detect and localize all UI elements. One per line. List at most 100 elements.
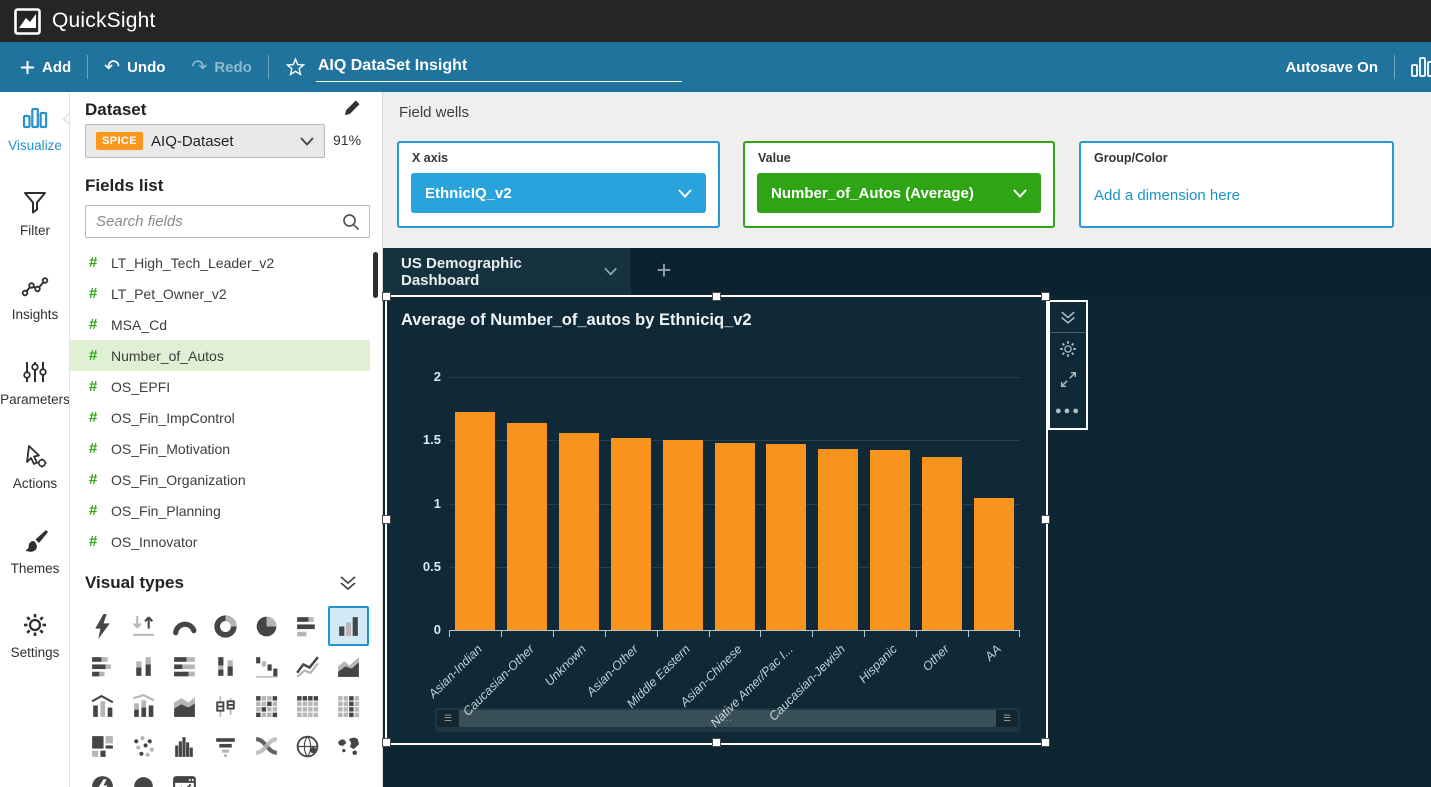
bar-Asian-Indian[interactable] <box>454 412 495 630</box>
selection-resize-handle[interactable] <box>382 738 391 747</box>
bar-Hispanic[interactable] <box>870 450 911 630</box>
visual-type-points-on-map-icon[interactable] <box>287 726 328 766</box>
visual-type-pie-icon[interactable] <box>246 606 287 646</box>
collapse-visual-button[interactable] <box>1050 302 1086 333</box>
visual-type-sankey-icon[interactable] <box>246 726 287 766</box>
visual-type-combo-bar-line-icon[interactable] <box>82 686 123 726</box>
visual-type-area-chart-icon[interactable] <box>328 646 369 686</box>
visual-type-custom-visual-icon[interactable] <box>164 766 205 787</box>
visual-type-box-plot-icon[interactable] <box>205 686 246 726</box>
add-button[interactable]: Add <box>20 59 71 76</box>
field-item-OS_Innovator[interactable]: # OS_Innovator <box>70 526 370 557</box>
group-color-well[interactable]: Group/Color Add a dimension here <box>1079 141 1394 228</box>
visual-type-histogram-icon[interactable] <box>164 726 205 766</box>
sidebar-item-visualize[interactable]: Visualize <box>0 100 69 170</box>
selection-resize-handle[interactable] <box>1041 738 1050 747</box>
x-axis-well[interactable]: X axis EthnicIQ_v2 <box>397 141 720 228</box>
visual-type-scatter-plot-icon[interactable] <box>123 726 164 766</box>
visual-type-bar-vertical-grouped-icon[interactable] <box>123 646 164 686</box>
sidebar-item-parameters[interactable]: Parameters <box>0 354 69 424</box>
sidebar-item-themes[interactable]: Themes <box>0 523 69 593</box>
visual-type-donut-icon[interactable] <box>205 606 246 646</box>
sidebar-item-actions[interactable]: Actions <box>0 438 69 508</box>
sidebar-item-settings[interactable]: Settings <box>0 607 69 677</box>
field-item-MSA_Cd[interactable]: # MSA_Cd <box>70 309 370 340</box>
visual-type-bar-vertical-stacked-icon[interactable] <box>205 646 246 686</box>
value-field-pill[interactable]: Number_of_Autos (Average) <box>757 173 1041 213</box>
sidebar-item-filter[interactable]: Filter <box>0 185 69 255</box>
bar-Caucasian-Jewish[interactable] <box>818 449 859 630</box>
search-fields-input[interactable] <box>86 206 336 237</box>
field-item-OS_Fin_Planning[interactable]: # OS_Fin_Planning <box>70 495 370 526</box>
visual-type-kpi-icon[interactable] <box>123 606 164 646</box>
visual-type-insight-circle-icon[interactable] <box>82 766 123 787</box>
visual-type-treemap-icon[interactable] <box>82 726 123 766</box>
autosave-toggle[interactable]: Autosave On <box>1285 58 1378 76</box>
visual-type-funnel-icon[interactable] <box>205 726 246 766</box>
bar-Unknown[interactable] <box>558 432 599 630</box>
bar-Other[interactable] <box>922 456 963 630</box>
selection-resize-handle[interactable] <box>382 515 391 524</box>
visual-type-waterfall-icon[interactable] <box>246 646 287 686</box>
field-item-OS_Fin_Motivation[interactable]: # OS_Fin_Motivation <box>70 433 370 464</box>
bar-AA[interactable] <box>974 498 1015 630</box>
field-item-LT_Pet_Owner_v2[interactable]: # LT_Pet_Owner_v2 <box>70 278 370 309</box>
visual-type-stacked-area-icon[interactable] <box>164 686 205 726</box>
x-axis-field-pill[interactable]: EthnicIQ_v2 <box>411 173 706 213</box>
scrollbar-left-handle[interactable]: ☰ <box>437 710 459 727</box>
maximize-visual-button[interactable] <box>1050 364 1086 395</box>
undo-button[interactable]: ↶ Undo <box>104 58 165 77</box>
visual-type-filled-map-icon[interactable] <box>328 726 369 766</box>
selected-bar-chart-visual[interactable]: Average of Number_of_autos by Ethniciq_v… <box>382 292 1050 747</box>
add-sheet-button[interactable]: + <box>656 255 672 285</box>
bar-Asian-Chinese[interactable] <box>714 442 755 630</box>
bar-Native Amer/Pac I...[interactable] <box>766 444 807 630</box>
visual-type-table-icon[interactable] <box>328 686 369 726</box>
visual-type-heatmap-icon[interactable] <box>246 686 287 726</box>
selection-resize-handle[interactable] <box>382 292 391 301</box>
visual-type-gauge-icon[interactable] <box>164 606 205 646</box>
add-dimension-link[interactable]: Add a dimension here <box>1094 187 1240 204</box>
scrollbar-right-handle[interactable]: ☰ <box>996 710 1018 727</box>
scrollbar-thumb[interactable] <box>459 710 996 727</box>
chevron-double-down-icon[interactable] <box>338 575 358 591</box>
bar-Caucasian-Other[interactable] <box>506 422 547 630</box>
visual-type-dot-plot-icon[interactable] <box>123 766 164 787</box>
visual-type-bar-horizontal-stacked-icon[interactable] <box>82 646 123 686</box>
selection-resize-handle[interactable] <box>711 292 721 301</box>
bar-Middle Eastern[interactable] <box>662 440 703 630</box>
visual-type-bar-horizontal-stacked-100-icon[interactable] <box>164 646 205 686</box>
chevron-down-icon[interactable] <box>604 267 617 276</box>
visual-type-pivot-table-icon[interactable] <box>287 686 328 726</box>
visual-types-bar-icon[interactable] <box>1411 55 1431 79</box>
favorite-star-icon[interactable] <box>285 56 306 78</box>
field-item-LT_High_Tech_Leader_v2[interactable]: # LT_High_Tech_Leader_v2 <box>70 247 370 278</box>
field-wells-strip: Field wells X axis EthnicIQ_v2 Value Num… <box>383 92 1431 248</box>
sheet-tab[interactable]: US Demographic Dashboard <box>383 248 631 295</box>
dataset-select[interactable]: SPICE AIQ-Dataset <box>85 124 325 158</box>
visual-type-insights-bolt-icon[interactable] <box>82 606 123 646</box>
visual-type-bar-horizontal-icon[interactable] <box>287 606 328 646</box>
value-well[interactable]: Value Number_of_Autos (Average) <box>743 141 1055 228</box>
field-item-OS_Fin_ImpControl[interactable]: # OS_Fin_ImpControl <box>70 402 370 433</box>
selection-resize-handle[interactable] <box>1041 292 1050 301</box>
edit-pencil-icon[interactable] <box>342 98 362 118</box>
bar-Asian-Other[interactable] <box>610 437 651 630</box>
field-item-OS_EPFI[interactable]: # OS_EPFI <box>70 371 370 402</box>
scrollbar-grip[interactable]: ··· ··· <box>722 710 733 725</box>
search-icon <box>343 214 360 231</box>
fields-scrollbar-thumb[interactable] <box>373 252 378 298</box>
visual-type-bar-vertical-icon[interactable] <box>328 606 369 646</box>
selection-resize-handle[interactable] <box>1041 515 1050 524</box>
analysis-name-field[interactable]: AIQ DataSet Insight <box>315 53 682 82</box>
visual-type-line-chart-icon[interactable] <box>287 646 328 686</box>
visual-settings-button[interactable] <box>1050 333 1086 364</box>
sidebar-item-insights[interactable]: Insights <box>0 269 69 339</box>
selection-resize-handle[interactable] <box>711 738 721 747</box>
redo-button[interactable]: ↷ Redo <box>191 58 251 77</box>
visual-type-combo-stacked-line-icon[interactable] <box>123 686 164 726</box>
field-item-OS_Fin_Organization[interactable]: # OS_Fin_Organization <box>70 464 370 495</box>
field-item-Number_of_Autos[interactable]: # Number_of_Autos <box>70 340 370 371</box>
visual-more-menu-button[interactable]: ●●● <box>1050 395 1086 426</box>
chart-x-scrollbar[interactable]: ☰ ☰ ··· ··· <box>435 708 1020 732</box>
